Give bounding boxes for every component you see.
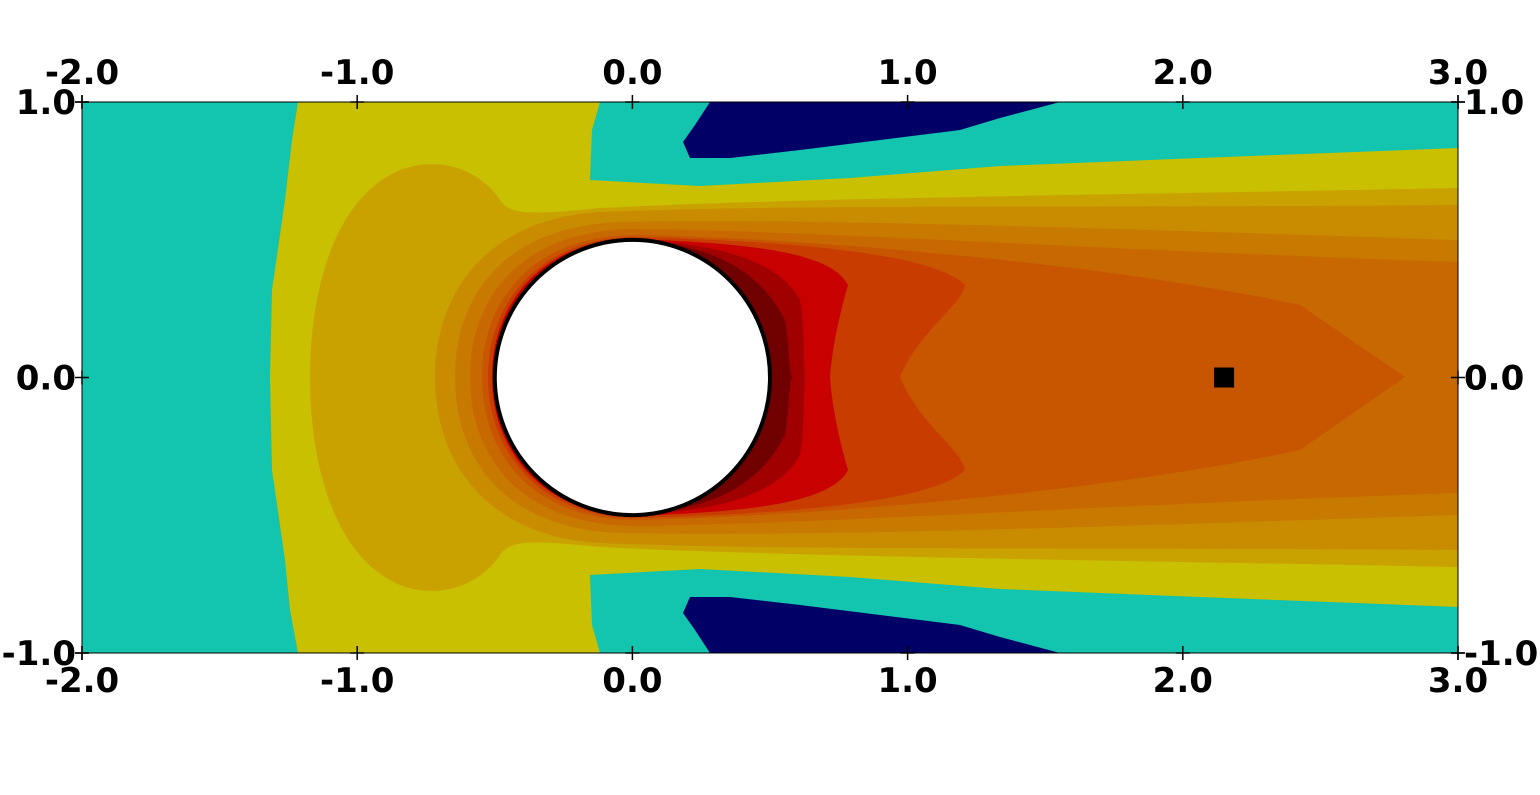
y-tick-label-left: 0.0 [16, 359, 76, 399]
y-tick-label-left: 1.0 [16, 83, 76, 123]
x-tick-label-top: 0.0 [602, 53, 662, 93]
probe-marker [1214, 367, 1235, 388]
x-tick-label-bottom: 0.0 [602, 661, 662, 701]
x-tick-label-bottom: -1.0 [320, 661, 394, 701]
band-navy-top [683, 102, 1060, 158]
x-tick-label-top: -1.0 [320, 53, 394, 93]
x-tick-label-top: 3.0 [1428, 53, 1488, 93]
y-tick-label-right: -1.0 [1464, 634, 1538, 674]
x-tick-label-top: -2.0 [45, 53, 119, 93]
x-tick-label-bottom: 2.0 [1153, 661, 1213, 701]
x-tick-label-top: 2.0 [1153, 53, 1213, 93]
axis-tick-labels: -2.0-2.0-1.0-1.00.00.01.01.02.02.03.03.0… [2, 53, 1539, 701]
y-tick-label-left: -1.0 [2, 634, 76, 674]
band-navy-bottom [683, 597, 1060, 653]
x-tick-label-bottom: 3.0 [1428, 661, 1488, 701]
cylinder-obstacle [492, 237, 773, 518]
x-tick-label-bottom: -2.0 [45, 661, 119, 701]
x-tick-label-bottom: 1.0 [877, 661, 937, 701]
axis-ticks [75, 95, 1465, 660]
y-tick-label-right: 0.0 [1464, 359, 1524, 399]
x-tick-label-top: 1.0 [877, 53, 937, 93]
y-tick-label-right: 1.0 [1464, 83, 1524, 123]
